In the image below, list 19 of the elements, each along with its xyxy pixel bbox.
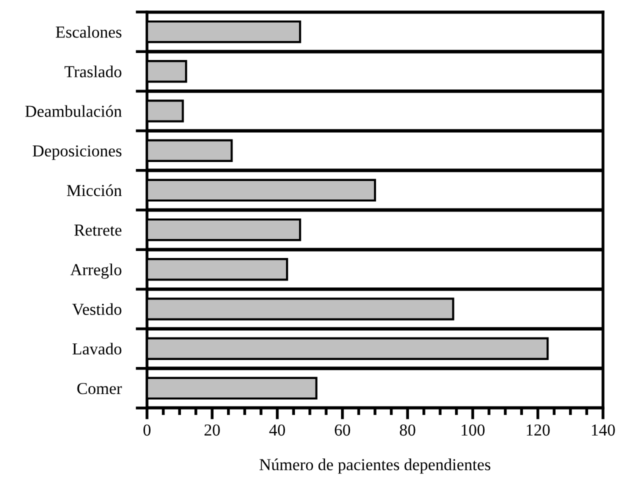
x-tick-label: 60 — [334, 424, 350, 436]
x-tick-label: 0 — [143, 424, 151, 436]
x-tick-label: 80 — [400, 424, 416, 436]
y-tick-label: Lavado — [72, 342, 122, 355]
y-tick-label: Vestido — [72, 303, 122, 316]
y-tick-label: Comer — [77, 382, 122, 394]
y-tick-label: Deambulación — [25, 105, 122, 117]
x-axis-title: Número de pacientes dependientes — [260, 458, 490, 474]
y-tick-label: Escalones — [56, 26, 122, 38]
x-tick-label: 120 — [526, 424, 550, 436]
y-tick-label: Traslado — [64, 66, 122, 78]
y-tick-label: Retrete — [74, 224, 122, 236]
y-tick-label: Arreglo — [70, 264, 122, 279]
x-tick-label: 140 — [592, 424, 615, 436]
y-tick-label: Micción — [66, 184, 122, 196]
y-tick-label: Deposiciones — [32, 145, 122, 160]
x-tick-label: 40 — [269, 424, 285, 436]
x-tick-label: 20 — [204, 424, 220, 436]
x-tick-label: 100 — [462, 424, 485, 436]
